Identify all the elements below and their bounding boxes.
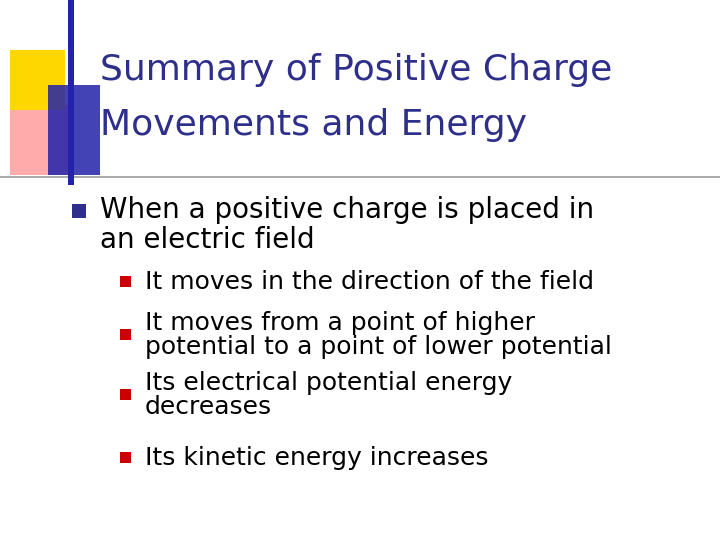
Text: decreases: decreases: [145, 395, 272, 419]
Text: It moves in the direction of the field: It moves in the direction of the field: [145, 270, 594, 294]
Text: Summary of Positive Charge: Summary of Positive Charge: [100, 53, 612, 87]
Bar: [48, 85, 100, 175]
Bar: [120, 329, 131, 340]
Bar: [68, 0, 74, 185]
Bar: [10, 105, 68, 175]
Text: It moves from a point of higher: It moves from a point of higher: [145, 311, 535, 335]
Bar: [120, 389, 131, 400]
Bar: [10, 50, 65, 110]
Text: When a positive charge is placed in: When a positive charge is placed in: [100, 196, 594, 224]
Text: an electric field: an electric field: [100, 226, 315, 254]
Bar: [72, 204, 86, 218]
Bar: [120, 276, 131, 287]
Text: Its kinetic energy increases: Its kinetic energy increases: [145, 446, 488, 470]
Text: potential to a point of lower potential: potential to a point of lower potential: [145, 335, 612, 359]
Bar: [120, 452, 131, 463]
Text: Movements and Energy: Movements and Energy: [100, 108, 527, 142]
Text: Its electrical potential energy: Its electrical potential energy: [145, 371, 512, 395]
